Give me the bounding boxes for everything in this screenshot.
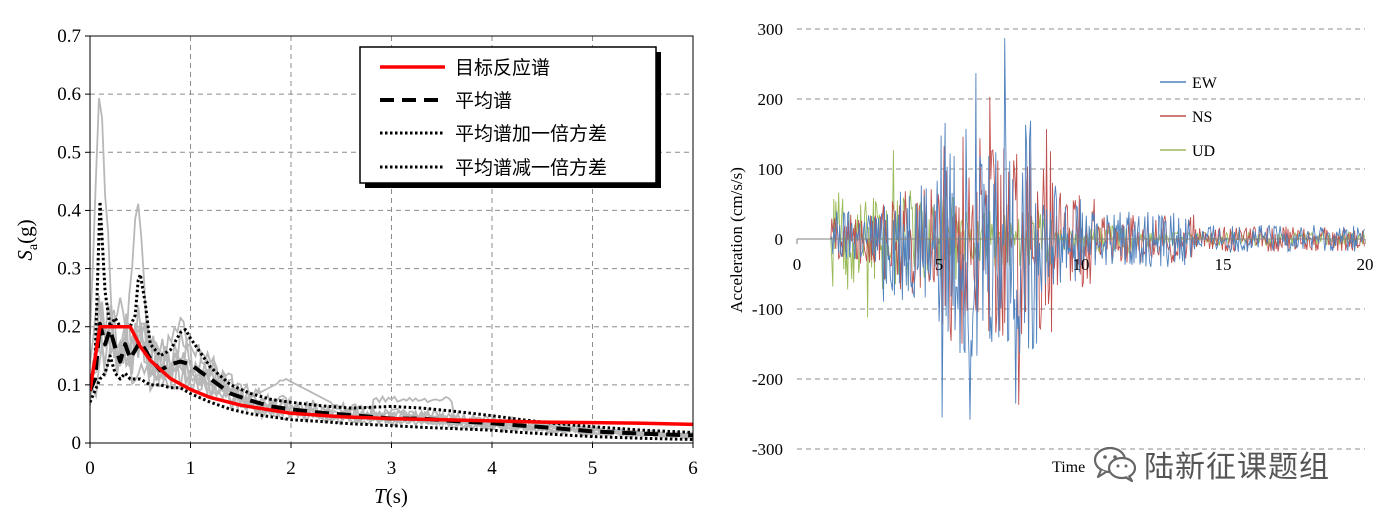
right-x-tick-label: 5 [935, 255, 944, 274]
right-x-tick-labels: 0 5 10 15 20 [793, 239, 1374, 274]
right-y-tick-label: -100 [752, 300, 783, 319]
left-y-tick-label: 0.4 [57, 200, 81, 221]
left-y-tick-label: 0.1 [57, 375, 81, 396]
left-y-tick-label: 0.3 [57, 259, 81, 280]
right-series-lines [797, 38, 1365, 420]
left-y-tick-label: 0.6 [57, 84, 81, 105]
series-line-mean-plus [90, 200, 693, 434]
individual-record-spectra [90, 97, 693, 440]
left-y-tick-label: 0 [72, 433, 82, 454]
left-x-axis-label: T(s) [374, 484, 408, 508]
right-x-axis-label: Time [1052, 459, 1085, 476]
legend-label-ew: EW [1192, 75, 1218, 92]
right-y-tick-label: -300 [752, 440, 783, 459]
right-y-tick-label: 100 [758, 160, 784, 179]
series-line-mean-minus [90, 354, 693, 441]
left-y-tick-label: 0.5 [57, 142, 81, 163]
right-legend: EW NS UD [1160, 75, 1218, 160]
left-x-tick-label: 1 [186, 458, 196, 479]
right-y-tick-label: 300 [758, 20, 784, 39]
right-y-tick-label: 200 [758, 90, 784, 109]
left-y-axis-label: Sa(g) [13, 219, 41, 260]
left-x-tick-label: 4 [487, 458, 497, 479]
left-legend: 目标反应谱 平均谱 平均谱加一倍方差 平均谱减一倍方差 [359, 46, 661, 188]
right-y-axis-label: Acceleration (cm/s/s) [727, 167, 746, 313]
left-x-tick-label: 2 [286, 458, 296, 479]
legend-label-mean: 平均谱 [455, 90, 512, 112]
left-series-lines [90, 200, 693, 441]
left-x-tick-label: 5 [588, 458, 598, 479]
response-spectrum-chart: 0 1 2 3 4 5 6 0 0.1 0.2 0.3 0.4 0.5 0.6 0.7 T(s) Sa(g… [13, 26, 698, 508]
wechat-icon [1093, 446, 1137, 483]
right-y-tick-label: -200 [752, 370, 783, 389]
legend-label-mean-plus: 平均谱加一倍方差 [455, 123, 607, 145]
right-x-tick-label: 10 [1073, 255, 1090, 274]
series-line-ew [797, 38, 1365, 420]
right-gridlines [797, 28, 1365, 450]
right-y-tick-label: 0 [775, 230, 784, 249]
left-y-tick-label: 0.7 [57, 26, 81, 47]
series-line-mean [90, 321, 693, 438]
left-x-tick-labels: 0 1 2 3 4 5 6 [85, 443, 698, 479]
left-x-tick-label: 3 [387, 458, 397, 479]
left-y-tick-label: 0.2 [57, 317, 81, 338]
record-spectrum-line [90, 297, 693, 440]
right-y-tick-labels: 300 200 100 0 -100 -200 -300 [752, 20, 783, 459]
legend-label-ud: UD [1192, 143, 1215, 160]
right-x-tick-label: 15 [1215, 255, 1232, 274]
series-line-target [90, 324, 693, 427]
legend-label-ns: NS [1192, 109, 1212, 126]
left-x-tick-label: 6 [688, 458, 698, 479]
legend-label-target: 目标反应谱 [455, 57, 550, 79]
acceleration-time-history-chart: 0 5 10 15 20 300 200 100 0 -100 -200 -300 Time Acc… [727, 20, 1374, 476]
watermark: 陆新征课题组 [1092, 440, 1330, 488]
left-x-tick-label: 0 [85, 458, 95, 479]
watermark-label: 陆新征课题组 [1144, 450, 1330, 485]
right-x-tick-label: 20 [1357, 255, 1374, 274]
right-x-tick-label: 0 [793, 255, 802, 274]
legend-label-mean-minus: 平均谱减一倍方差 [455, 157, 607, 179]
left-y-tick-labels: 0 0.1 0.2 0.3 0.4 0.5 0.6 0.7 [57, 26, 90, 454]
